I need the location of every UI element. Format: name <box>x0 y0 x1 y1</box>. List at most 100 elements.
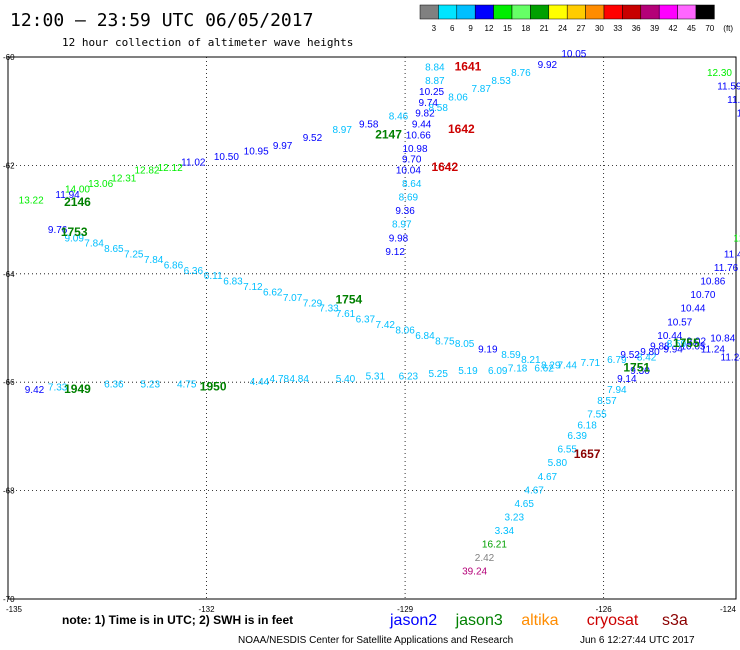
swh-value-label: 8.53 <box>491 76 511 87</box>
swh-value-label: 4.84 <box>289 374 309 385</box>
legend-swatch <box>548 4 568 20</box>
mission-jason3: jason3 <box>455 612 503 629</box>
value-labels: 9.769.09 7.84 8.65 7.25 7.84 6.86 6.36 6.11 6.83… <box>19 49 740 578</box>
swh-value-label: 7.55 <box>587 409 607 420</box>
swh-value-label: 14.00 <box>65 185 90 196</box>
swh-value-label: 6.23 <box>399 371 419 382</box>
swh-value-label: 9.58 <box>359 119 379 130</box>
swh-value-label: 8.97 <box>392 220 412 231</box>
swh-value-label: 6.55 <box>558 445 578 456</box>
chart-subtitle: 12 hour collection of altimeter wave hei… <box>62 36 353 49</box>
y-tick-label: -64 <box>3 270 15 279</box>
legend-swatch <box>640 4 660 20</box>
time-labels: 1641 1642 1642 2147 2146 1753 1754 1949 1950 1751… <box>61 60 700 462</box>
y-tick-label: -68 <box>3 487 15 496</box>
swh-value-label: 6.79 <box>607 355 627 366</box>
swh-value-label: 4.67 <box>524 485 544 496</box>
swh-value-label: 6.36 <box>184 266 204 277</box>
swh-value-label: 7.87 <box>471 84 491 95</box>
mission-altika: altika <box>521 612 558 629</box>
swh-value-label: 9.12 <box>385 247 405 258</box>
swh-value-label: 8.05 <box>455 339 475 350</box>
swh-value-label: 9.19 <box>478 344 498 355</box>
footer-note: note: 1) Time is in UTC; 2) SWH is in fe… <box>62 613 293 627</box>
time-label: 1642 <box>431 160 458 174</box>
legend-swatch <box>695 4 715 20</box>
swh-value-label: 9.76 <box>48 225 68 236</box>
swh-value-label: 8.76 <box>511 68 531 79</box>
swh-value-label: 9.74 <box>419 98 439 109</box>
swh-value-label: 5.23 <box>141 380 161 391</box>
swh-value-label: 6.09 <box>488 366 508 377</box>
swh-value-label: 8.87 <box>425 76 445 87</box>
swh-value-label: 10.86 <box>700 277 725 288</box>
legend-label: 70 <box>705 24 714 33</box>
color-scale-legend: 3 6 9 12 15 18 21 24 27 30 33 36 39 42 45 70 (ft) <box>419 4 733 33</box>
swh-value-label: 7.61 <box>336 309 356 320</box>
axis-ticks: -60-62-64-66-68-70-135-132-129-126-123-1… <box>3 53 737 614</box>
swh-value-label: 8.65 <box>104 244 124 255</box>
swh-value-label: 10.70 <box>690 290 715 301</box>
swh-value-label: 9.52 <box>620 350 640 361</box>
legend-label: 45 <box>687 24 696 33</box>
swh-value-label: 10.05 <box>680 342 705 353</box>
swh-value-label: 5.25 <box>428 369 448 380</box>
legend-label: 36 <box>632 24 641 33</box>
swh-value-label: 9.82 <box>415 109 435 120</box>
swh-value-label: 4.78 <box>270 374 290 385</box>
mission-legend: jason2 jason3 altika cryosat s3a <box>389 612 688 629</box>
time-label: 1641 <box>455 60 482 74</box>
legend-swatch <box>566 4 586 20</box>
y-tick-label: -62 <box>3 161 15 170</box>
x-tick-label: -129 <box>397 605 414 614</box>
legend-swatch <box>493 4 513 20</box>
chart-title: 12:00 – 23:59 UTC 06/05/2017 <box>10 10 313 31</box>
swh-value-label: 10.05 <box>561 49 586 60</box>
swh-value-label: 7.25 <box>124 250 144 261</box>
swh-value-label: 6.62 <box>263 287 283 298</box>
swh-value-label: 8.64 <box>402 179 422 190</box>
mission-jason2: jason2 <box>389 612 437 629</box>
swh-value-label: 4.65 <box>514 499 534 510</box>
swh-value-label: 9.97 <box>273 141 293 152</box>
swh-value-label: 6.84 <box>415 331 435 342</box>
plot-frame <box>7 56 737 600</box>
swh-value-label: 5.80 <box>548 458 568 469</box>
swh-value-label: 11.94 <box>55 190 80 201</box>
swh-value-label: 8.46 <box>389 111 409 122</box>
legend-swatch <box>585 4 605 20</box>
swh-value-label: 10.50 <box>214 152 239 163</box>
legend-label: 24 <box>558 24 567 33</box>
swh-value-label: 9.36 <box>395 206 415 217</box>
swh-value-label: 12.82 <box>134 166 159 177</box>
legend-label: 12 <box>485 24 494 33</box>
swh-value-label: 10.95 <box>244 147 269 158</box>
swh-value-label: 7.94 <box>607 385 627 396</box>
swh-value-label: 10.44 <box>680 304 705 315</box>
swh-value-label: 6.18 <box>577 420 597 431</box>
swh-value-label: 10.98 <box>403 144 428 155</box>
swh-value-label: 6.83 <box>223 277 243 288</box>
swh-value-label: 9.14 <box>617 374 637 385</box>
legend-label: 3 <box>432 24 437 33</box>
swh-value-label: 8.59 <box>501 350 521 361</box>
swh-value-label: 9.70 <box>402 155 422 166</box>
swh-value-label: 6.39 <box>567 431 587 442</box>
swh-value-label: 8.97 <box>332 125 352 136</box>
swh-value-label: 8.59 <box>667 339 687 350</box>
swh-value-label: 12.07 <box>733 233 740 244</box>
swh-value-label: 8.06 <box>395 325 415 336</box>
swh-value-label: 5.40 <box>336 374 356 385</box>
swh-value-label: 7.29 <box>303 298 323 309</box>
swh-value-label: 6.86 <box>164 260 184 271</box>
swh-value-label: 6.11 <box>204 271 223 282</box>
legend-label: 30 <box>595 24 604 33</box>
swh-value-label: 7.44 <box>558 361 578 372</box>
swh-value-label: 11.39 <box>727 95 740 106</box>
swh-value-label: 7.07 <box>283 293 303 304</box>
swh-value-label: 8.84 <box>425 63 445 74</box>
footer-credit: NOAA/NESDIS Center for Satellite Applica… <box>238 635 513 646</box>
legend-swatch <box>419 4 439 20</box>
swh-value-label: 8.69 <box>399 193 419 204</box>
